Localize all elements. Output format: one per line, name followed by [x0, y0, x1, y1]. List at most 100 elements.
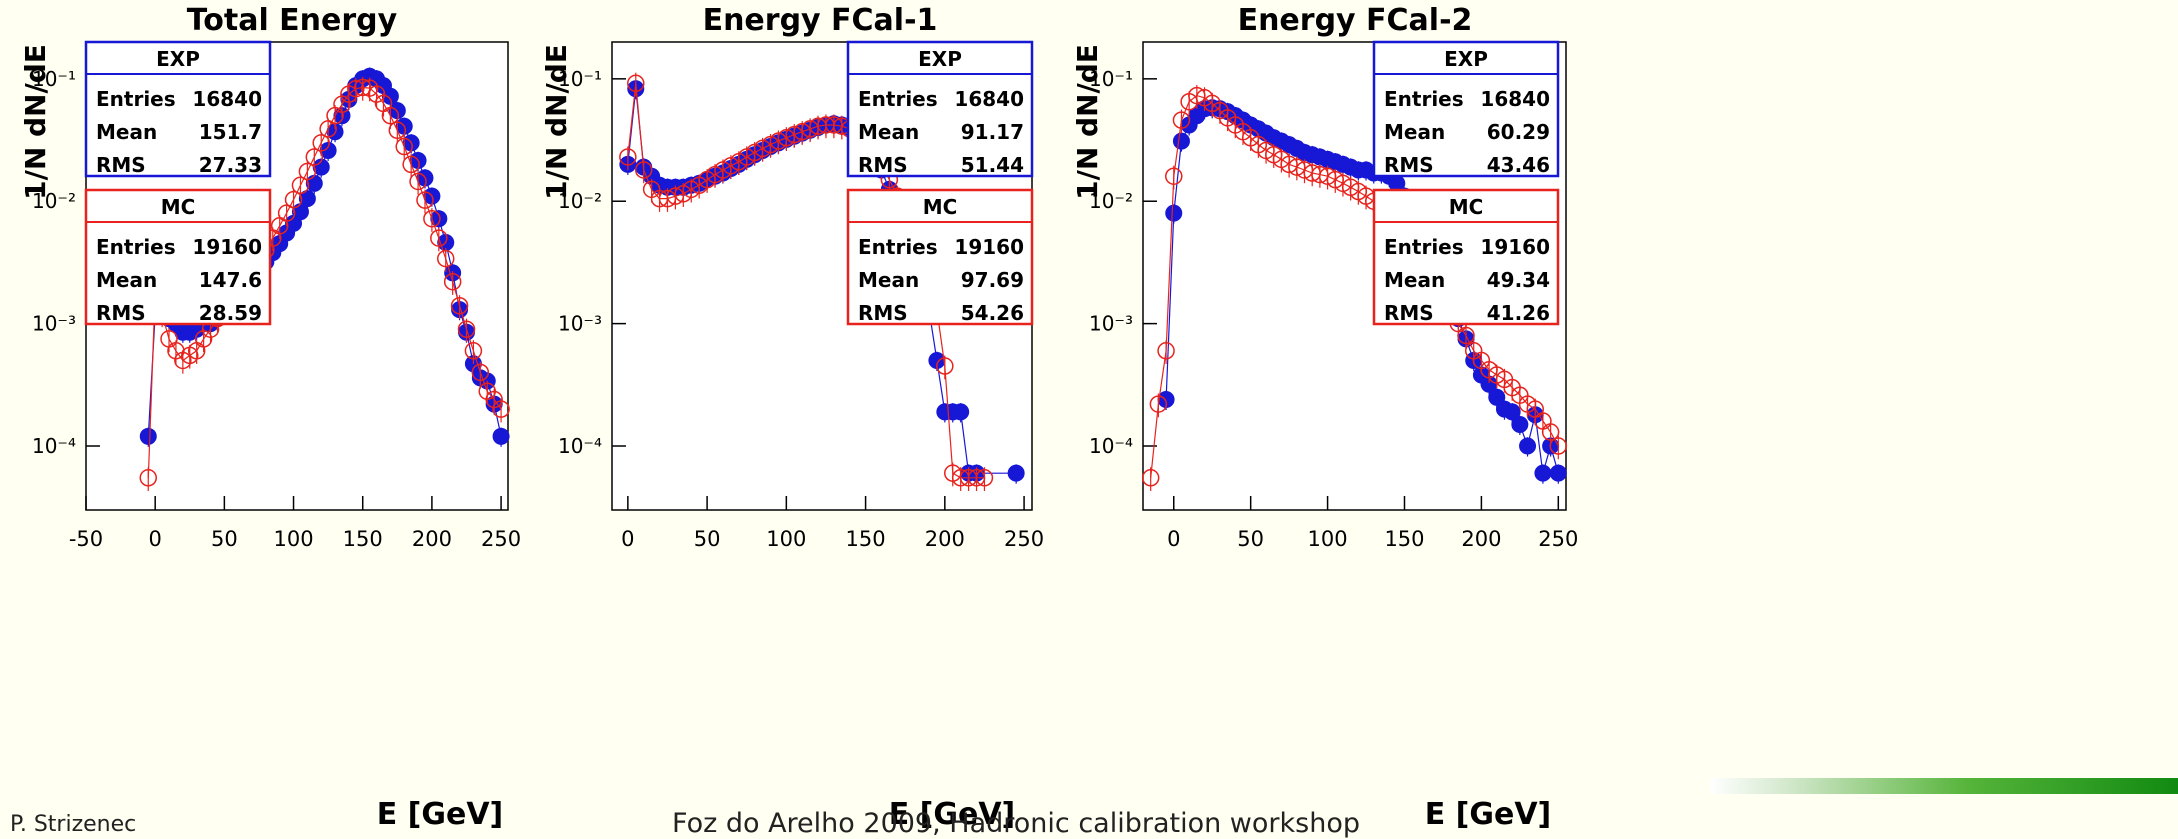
panel3-x-tick-label: 250: [1538, 527, 1578, 551]
panel1-y-tick-label: 10⁻¹: [32, 67, 76, 91]
panel2-x-tick-label: 150: [846, 527, 886, 551]
panel2-exp-stats-row-value: 51.44: [961, 153, 1024, 177]
panel2-x-axis-label: E [GeV]: [889, 797, 1016, 832]
panel3-mc-stats-row-label: Mean: [1384, 268, 1445, 292]
panel2-exp-stats-row-value: 16840: [954, 87, 1024, 111]
panel3-x-tick-label: 100: [1308, 527, 1348, 551]
panel2-mc-stats-row-value: 97.69: [961, 268, 1024, 292]
panel1-exp-point: [430, 210, 448, 228]
panel1-x-tick-label: 100: [273, 527, 313, 551]
panel2-mc-point: [634, 161, 653, 179]
panel3-mc-stats-box: [1372, 188, 1560, 326]
panel3-y-axis-label: 1/N dN/dE: [1071, 44, 1104, 200]
panel1-exp-stats-title: EXP: [156, 47, 200, 71]
panel1-mc-point: [436, 249, 455, 268]
panel1-mc-stats-row-label: Entries: [96, 235, 176, 259]
panel1-mc-point: [464, 342, 483, 360]
panel2-y-tick-label: 10⁻³: [558, 312, 602, 336]
panel1-mc-point: [347, 79, 365, 98]
panel2-mc-stats-box: [846, 188, 1034, 326]
panel3-title: Energy FCal-2: [1238, 3, 1473, 38]
panel3-exp-stats-row-label: Mean: [1384, 120, 1445, 144]
panel3-mc-stats-row-label: RMS: [1384, 301, 1434, 325]
panel2-mc-stats-row-value: 19160: [954, 235, 1024, 259]
footer-venue: Foz do Arelho 2009, Hadronic calibration…: [672, 808, 1360, 839]
panel2-mc-point: [936, 357, 954, 375]
panel2-x-tick-label: 50: [694, 527, 721, 551]
panel3-exp-stats-row-value: 43.46: [1487, 153, 1550, 177]
panel3-exp-point: [1511, 415, 1529, 433]
panel3-y-tick-label: 10⁻⁴: [1089, 434, 1133, 458]
decorative-gradient-bar: [1710, 778, 2178, 794]
panel2-mc-stats-row-label: Entries: [858, 235, 938, 259]
panel1-y-tick-label: 10⁻³: [32, 312, 76, 336]
panel1-mc-point: [291, 176, 310, 195]
panel1-title: Total Energy: [187, 3, 398, 38]
panel1-mc-point: [430, 229, 448, 247]
panel3-y-tick-label: 10⁻¹: [1089, 67, 1133, 91]
panel3-x-axis-label: E [GeV]: [1425, 797, 1552, 832]
panel1-mc-point: [381, 106, 400, 125]
panel3-exp-point: [1519, 437, 1537, 455]
panel2-mc-stats-row-label: Mean: [858, 268, 919, 292]
panel2-exp-stats-row-value: 91.17: [961, 120, 1024, 144]
panel3-mc-stats-row-value: 49.34: [1487, 268, 1550, 292]
panel1-mc-point: [305, 148, 324, 166]
panel1-mc-point: [471, 363, 490, 382]
panel2-y-tick-label: 10⁻²: [558, 189, 602, 213]
panel1-mc-point: [277, 204, 296, 222]
panel1-mc-point: [139, 469, 158, 487]
panel3-mc-point: [1541, 423, 1560, 441]
panel3-exp-stats-row-label: Entries: [1384, 87, 1464, 111]
panel1-exp-point: [492, 427, 510, 445]
panel3-exp-point: [1534, 464, 1552, 482]
panel1-x-tick-label: 250: [481, 527, 521, 551]
panel2-exp-stats-box: [846, 40, 1034, 178]
panel1-mc-point: [333, 95, 351, 114]
panel1-exp-stats-row-label: Entries: [96, 87, 176, 111]
panel1-mc-point: [360, 79, 379, 97]
panel1-mc-point: [416, 191, 434, 209]
panel3-exp-point: [1172, 132, 1190, 150]
panel2-x-tick-label: 200: [925, 527, 965, 551]
panel3-mc-stats-row-label: Entries: [1384, 235, 1464, 259]
panel1-mc-point: [423, 209, 441, 228]
panel1-mc-point: [367, 85, 386, 103]
panel1-exp-point: [381, 87, 399, 105]
panel1-exp-stats-row-label: Mean: [96, 120, 157, 144]
panel2-mc-point: [627, 74, 645, 93]
panel1-x-tick-label: -50: [69, 527, 103, 551]
panel1-mc-point: [353, 78, 372, 97]
panel1-mc-stats-row-value: 28.59: [199, 301, 262, 325]
panel3-exp-stats-box: [1372, 40, 1560, 178]
panel1-x-axis-label: E [GeV]: [377, 797, 504, 832]
panel3-exp-point: [1549, 464, 1567, 482]
panel2-exp-stats-title: EXP: [918, 47, 962, 71]
panel3-y-tick-label: 10⁻²: [1089, 189, 1133, 213]
panel2-mc-stats-row-label: RMS: [858, 301, 908, 325]
panel3-mc-point: [1165, 167, 1183, 185]
panel3-x-tick-label: 50: [1237, 527, 1264, 551]
panel3-mc-point: [1457, 326, 1475, 345]
panel2-exp-stats-row-label: Mean: [858, 120, 919, 144]
panel1-mc-point: [298, 162, 317, 181]
panel3-mc-point: [1549, 437, 1568, 455]
panel3-x-tick-label: 200: [1461, 527, 1501, 551]
panel2-mc-stats-title: MC: [923, 195, 958, 219]
panel2-exp-stats-row-label: Entries: [858, 87, 938, 111]
panel1-mc-stats-row-value: 19160: [192, 235, 262, 259]
panel3-exp-point: [1488, 388, 1506, 406]
panel1-mc-stats-title: MC: [161, 195, 196, 219]
panel3-mc-stats-row-value: 41.26: [1487, 301, 1550, 325]
panel1-x-tick-label: 200: [412, 527, 452, 551]
panel1-y-tick-label: 10⁻²: [32, 189, 76, 213]
panel2-mc-point: [975, 469, 994, 487]
panel3-x-tick-label: 0: [1167, 527, 1180, 551]
panel1-x-tick-label: 150: [343, 527, 383, 551]
panel3-exp-point: [1503, 403, 1521, 421]
panel3-y-tick-label: 10⁻³: [1089, 312, 1133, 336]
panel1-mc-point: [388, 121, 407, 140]
panel2-x-tick-label: 250: [1004, 527, 1044, 551]
footer-author: P. Strizenec: [10, 812, 137, 837]
